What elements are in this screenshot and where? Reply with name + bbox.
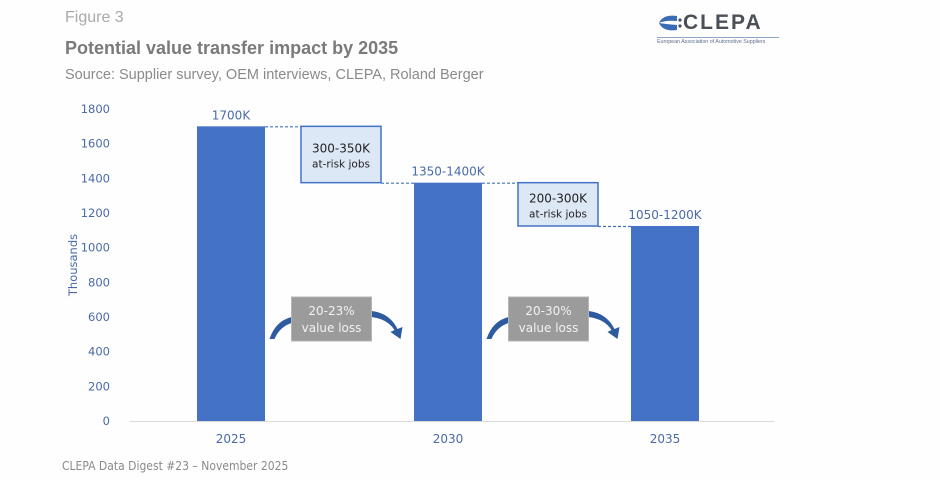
value-loss-percent: 20-30% bbox=[525, 304, 571, 318]
clepa-logo: CLEPA European Association of Automotive… bbox=[655, 10, 785, 46]
chart-source: Source: Supplier survey, OEM interviews,… bbox=[65, 67, 484, 83]
curved-arrow-icon bbox=[486, 317, 509, 339]
chart-title: Potential value transfer impact by 2035 bbox=[65, 38, 399, 58]
curved-arrow-icon bbox=[371, 311, 403, 339]
y-tick-label: 1600 bbox=[81, 137, 110, 151]
data-label-2035: 1050-1200K bbox=[628, 208, 702, 222]
x-tick-label: 2025 bbox=[216, 432, 247, 446]
x-tick-label: 2030 bbox=[433, 432, 464, 446]
footer-note: CLEPA Data Digest #23 – November 2025 bbox=[62, 459, 289, 473]
value-loss-box bbox=[508, 296, 589, 342]
at-risk-callout-value: 300-350K bbox=[312, 142, 371, 156]
data-label-2030: 1350-1400K bbox=[411, 165, 485, 179]
logo-wordmark: CLEPA bbox=[683, 11, 763, 34]
logo-tagline: European Association of Automotive Suppl… bbox=[657, 39, 766, 45]
at-risk-callout-box bbox=[517, 181, 599, 227]
clepa-swoosh-icon bbox=[659, 15, 682, 31]
y-tick-label: 400 bbox=[88, 345, 110, 359]
y-axis-label: Thousands bbox=[66, 234, 80, 297]
y-tick-label: 0 bbox=[103, 414, 110, 428]
y-tick-label: 1000 bbox=[81, 241, 110, 255]
value-loss-box bbox=[291, 296, 372, 342]
value-loss-label: value loss bbox=[519, 321, 579, 335]
y-tick-label: 800 bbox=[88, 275, 110, 289]
data-label-2025: 1700K bbox=[212, 108, 252, 122]
bar-2035 bbox=[631, 226, 699, 421]
bar-2025 bbox=[197, 126, 265, 421]
y-tick-label: 1800 bbox=[81, 102, 110, 116]
at-risk-callout-box bbox=[300, 125, 382, 184]
curved-arrow-icon bbox=[588, 311, 620, 339]
at-risk-callout-label: at-risk jobs bbox=[312, 159, 370, 171]
y-tick-label: 1200 bbox=[81, 206, 110, 220]
value-loss-label: value loss bbox=[302, 321, 362, 335]
x-tick-label: 2035 bbox=[650, 432, 681, 446]
at-risk-callout-value: 200-300K bbox=[529, 191, 588, 205]
y-tick-label: 200 bbox=[88, 379, 110, 393]
at-risk-callout-label: at-risk jobs bbox=[529, 208, 587, 220]
value-loss-percent: 20-23% bbox=[308, 304, 354, 318]
bar-2030 bbox=[414, 182, 482, 421]
y-tick-label: 600 bbox=[88, 310, 110, 324]
figure-label: Figure 3 bbox=[65, 9, 124, 26]
logo-divider bbox=[657, 37, 779, 38]
curved-arrow-icon bbox=[269, 317, 292, 339]
y-tick-label: 1400 bbox=[81, 171, 110, 185]
